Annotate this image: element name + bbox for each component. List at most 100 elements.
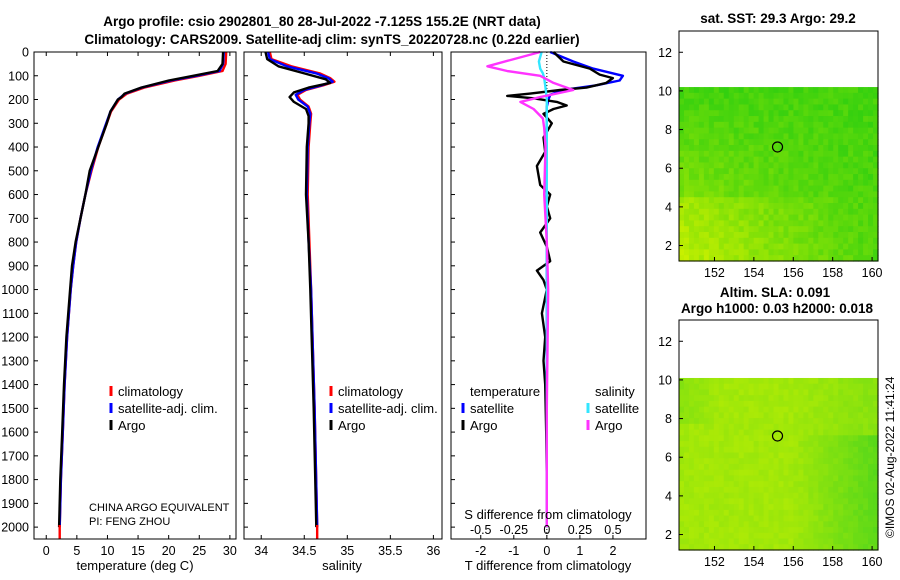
map-cell [858,395,864,402]
map-cell [783,145,790,152]
map-cell [679,469,685,477]
map-cell [698,139,705,146]
map-cell [688,412,695,419]
x-tick-label: 34.5 [292,544,316,558]
map-cell [723,104,730,111]
map-cell [708,110,715,117]
map-cell [803,498,809,505]
map-cell [833,418,839,425]
map-cell [723,469,730,477]
map-cell [813,509,819,517]
map-cell [813,389,819,396]
map-cell [728,527,735,534]
map-cell [708,532,715,540]
map-cell [873,469,879,477]
map-cell [833,475,839,482]
map-cell [693,469,700,477]
map-cell [688,179,695,187]
map-cell [728,145,735,152]
map-cell [703,162,710,169]
map-cell [738,446,745,454]
map-cell [748,492,755,499]
map-cell [813,232,819,239]
map-cell [798,435,804,442]
map-cell [828,435,834,442]
map-cell [853,532,859,540]
map-cell [868,509,874,517]
map-cell [733,418,740,425]
map-cell [683,498,690,505]
map-cell [748,429,755,436]
map-cell [773,509,780,517]
map-cell [793,395,799,402]
map-cell [758,174,765,181]
map-cell [858,486,864,494]
map-cell [833,492,839,499]
map-cell [768,139,775,146]
map-cell [848,116,854,123]
map-cell [728,458,735,465]
map-cell [763,544,770,551]
map-cell [708,139,715,146]
map-cell [818,475,824,482]
map-cell [733,538,740,545]
map-cell [728,168,735,175]
map-cell [728,174,735,181]
map-cell [873,220,879,227]
map-cell [698,429,705,436]
map-cell [858,435,864,442]
map-cell [688,197,695,204]
map-cell [748,110,755,117]
map-cell [793,400,799,408]
map-cell [703,406,710,413]
map-cell [833,255,839,262]
map-cell [748,104,755,111]
map-cell [763,492,770,499]
map-cell [728,133,735,140]
map-cell [808,116,814,123]
map-cell [873,441,879,448]
map-cell [873,179,879,187]
map-cell [753,429,760,436]
map-cell [808,452,814,459]
map-cell [803,214,809,222]
map-cell [848,127,854,135]
map-cell [788,509,795,517]
map-cell [768,446,775,454]
map-cell [778,527,785,534]
map-cell [848,98,854,106]
map-cell [723,179,730,187]
map-cell [858,162,864,169]
map-cell [848,383,854,391]
map-cell [843,191,849,198]
map-cell [753,104,760,111]
map-cell [788,521,795,528]
map-cell [708,504,715,511]
map-cell [738,255,745,262]
map-cell [853,458,859,465]
legend-label-temp-satellite: satellite [470,401,514,416]
map-cell [808,162,814,169]
map-cell [873,110,879,117]
map-cell [803,406,809,413]
map-cell [679,538,685,545]
map-cell [813,220,819,227]
map-cell [728,243,735,251]
map-cell [679,162,685,169]
map-cell [823,469,829,477]
map-cell [788,243,795,251]
map-cell [803,383,809,391]
map-cell [723,145,730,152]
map-cell [723,395,730,402]
map-cell [803,87,809,94]
map-cell [848,214,854,222]
map-cell [728,232,735,239]
map-cell [718,458,725,465]
map-cell [823,208,829,216]
map-cell [863,220,869,227]
map-cell [808,226,814,233]
series-line-climatology [268,51,336,528]
map-cell [833,395,839,402]
map-cell [723,162,730,169]
